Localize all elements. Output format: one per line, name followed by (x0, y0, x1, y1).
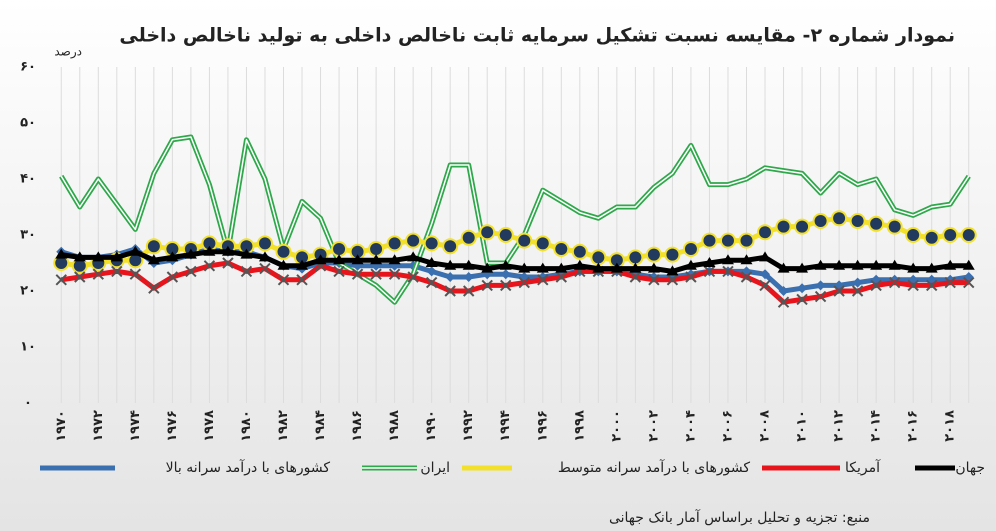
x-tick-label: ۲۰۱۲ (832, 410, 847, 442)
legend-label: کشورهای با درآمد سرانه بالا (166, 459, 331, 476)
point (258, 236, 272, 250)
point (943, 228, 957, 242)
point (814, 214, 828, 228)
x-tick-label: ۱۹۹۸ (572, 410, 587, 442)
point (869, 217, 883, 231)
x-tick-label: ۱۹۷۲ (91, 410, 106, 442)
point (277, 245, 291, 259)
y-tick-label: ۳۰ (20, 228, 36, 243)
point (517, 234, 531, 248)
legend-label: جهان (955, 460, 985, 476)
point (462, 231, 476, 245)
x-tick-label: ۱۹۸۰ (239, 410, 254, 442)
x-tick-label: ۲۰۰۴ (683, 410, 698, 442)
x-tick-label: ۲۰۰۲ (646, 410, 661, 442)
point (777, 220, 791, 234)
x-tick-label: ۱۹۸۴ (313, 410, 328, 442)
point (684, 242, 698, 256)
legend-label: کشورهای با درآمد سرانه متوسط (558, 459, 751, 476)
point (369, 242, 383, 256)
legend-label: ایران (420, 460, 450, 476)
chart-title: نمودار شماره ۲- مقایسه نسبت تشکیل سرمایه… (119, 25, 955, 47)
y-tick-label: ۴۰ (20, 172, 36, 187)
point (573, 245, 587, 259)
point (740, 234, 754, 248)
y-tick-label: ۰ (24, 396, 32, 411)
point (628, 250, 642, 264)
source-note: منبع: تجزیه و تحلیل براساس آمار بانک جها… (609, 509, 870, 526)
point (925, 231, 939, 245)
point (332, 242, 346, 256)
point (647, 248, 661, 262)
x-tick-label: ۱۹۸۶ (350, 410, 365, 442)
x-tick-label: ۲۰۱۸ (943, 410, 958, 442)
point (888, 220, 902, 234)
point (758, 225, 772, 239)
x-tick-label: ۱۹۹۲ (461, 410, 476, 442)
point (443, 239, 457, 253)
y-tick-label: ۵۰ (20, 116, 36, 131)
point (962, 228, 976, 242)
legend-label: آمریکا (845, 459, 881, 476)
x-tick-label: ۱۹۸۲ (276, 410, 291, 442)
point (406, 234, 420, 248)
x-tick-label: ۱۹۷۶ (165, 410, 180, 442)
x-tick-label: ۲۰۱۶ (906, 410, 921, 442)
x-tick-label: ۱۹۹۰ (424, 410, 439, 442)
point (536, 236, 550, 250)
point (721, 234, 735, 248)
y-tick-label: ۲۰ (20, 284, 36, 299)
x-tick-label: ۱۹۷۴ (128, 410, 143, 442)
point (147, 239, 161, 253)
x-tick-label: ۲۰۱۴ (869, 410, 884, 442)
point (388, 236, 402, 250)
x-tick-label: ۱۹۹۶ (535, 410, 550, 442)
x-tick-label: ۱۹۷۰ (54, 410, 69, 442)
x-tick-label: ۲۰۱۰ (795, 410, 810, 442)
x-tick-label: ۱۹۹۴ (498, 410, 513, 442)
point (851, 214, 865, 228)
point (795, 220, 809, 234)
chart: نمودار شماره ۲- مقایسه نسبت تشکیل سرمایه… (0, 0, 996, 531)
x-tick-label: ۲۰۰۰ (609, 410, 624, 442)
point (554, 242, 568, 256)
x-tick-label: ۱۹۸۸ (387, 410, 402, 442)
point (480, 225, 494, 239)
point (906, 228, 920, 242)
point (665, 248, 679, 262)
point (499, 228, 513, 242)
y-tick-label: ۶۰ (20, 60, 36, 75)
point (591, 250, 605, 264)
point (832, 211, 846, 225)
y-tick-label: ۱۰ (20, 340, 36, 355)
point (425, 236, 439, 250)
x-tick-label: ۲۰۰۸ (758, 410, 773, 442)
y-axis-label: درصد (54, 45, 82, 60)
point (702, 234, 716, 248)
x-tick-label: ۱۹۷۸ (202, 410, 217, 442)
x-tick-label: ۲۰۰۶ (720, 410, 735, 442)
